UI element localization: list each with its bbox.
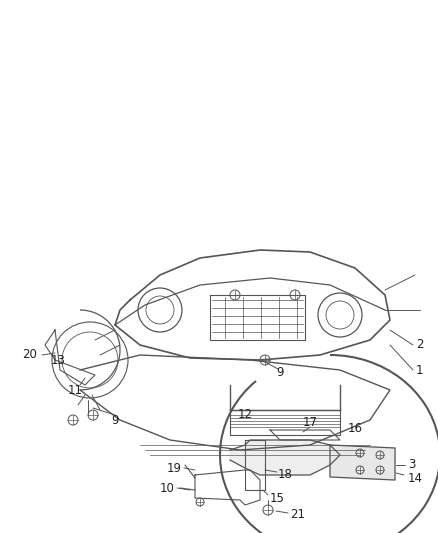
Text: 15: 15 [270, 491, 285, 505]
Text: 18: 18 [278, 469, 293, 481]
Text: 2: 2 [416, 338, 424, 351]
Text: 16: 16 [348, 422, 363, 434]
Text: 17: 17 [303, 416, 318, 430]
Text: 1: 1 [416, 364, 424, 376]
Text: 11: 11 [67, 384, 82, 397]
Text: 21: 21 [290, 508, 305, 521]
Text: 9: 9 [111, 414, 119, 426]
Text: 9: 9 [276, 367, 284, 379]
Text: 13: 13 [50, 353, 65, 367]
Text: 12: 12 [237, 408, 252, 422]
Text: 20: 20 [23, 349, 37, 361]
Text: 10: 10 [160, 481, 175, 495]
Text: 14: 14 [408, 472, 423, 484]
Text: 3: 3 [408, 458, 415, 472]
Text: 19: 19 [167, 462, 182, 474]
Polygon shape [330, 445, 395, 480]
Polygon shape [230, 440, 340, 475]
